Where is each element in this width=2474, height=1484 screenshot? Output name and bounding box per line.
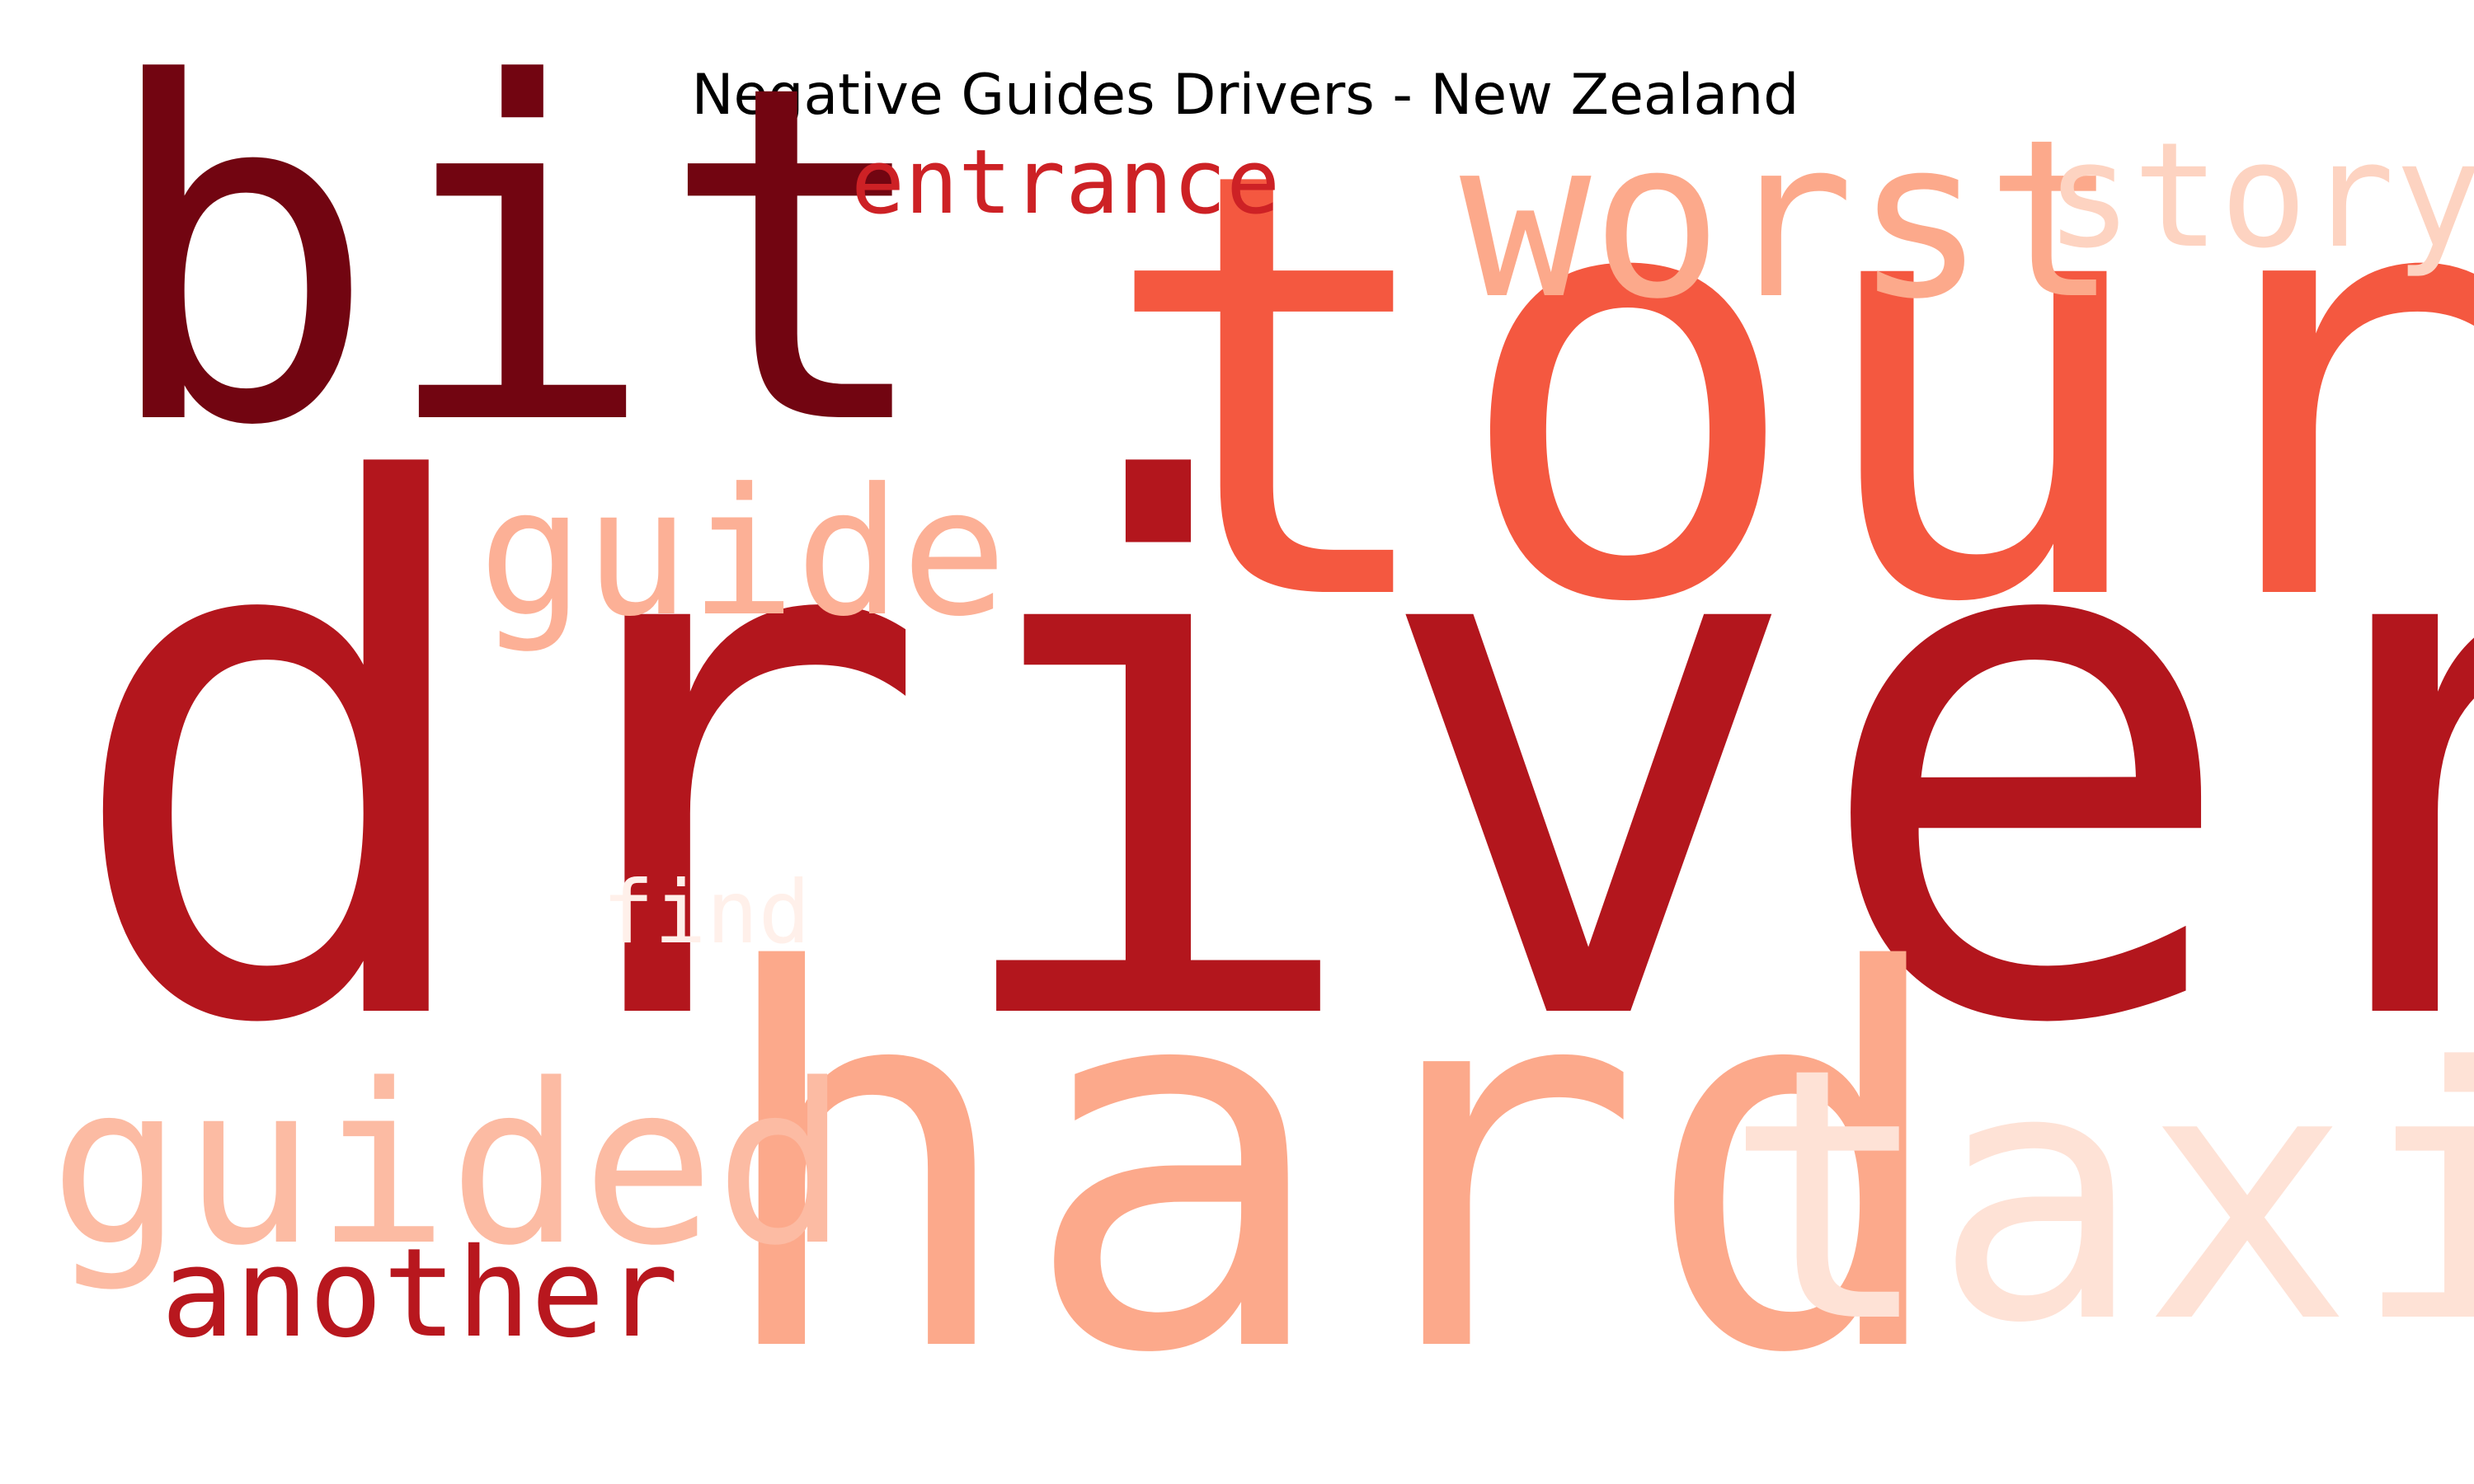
word-tour: tour — [1097, 47, 2474, 731]
chart-title: Negative Guides Drivers - New Zealand — [691, 63, 1799, 128]
word-guide: guide — [478, 451, 1008, 655]
word-hard: hard — [709, 864, 1954, 1466]
word-bit: bit — [99, 0, 938, 527]
word-entrance: entrance — [851, 131, 1281, 234]
word-driver: driver — [59, 337, 2474, 1182]
word-guided: guided — [49, 1037, 849, 1294]
word-worst: worst — [1460, 93, 2118, 347]
word-story: story — [2045, 111, 2474, 280]
word-taxi: taxi — [1724, 993, 2474, 1399]
word-another: another — [161, 1223, 679, 1365]
word-find: find — [602, 862, 811, 963]
